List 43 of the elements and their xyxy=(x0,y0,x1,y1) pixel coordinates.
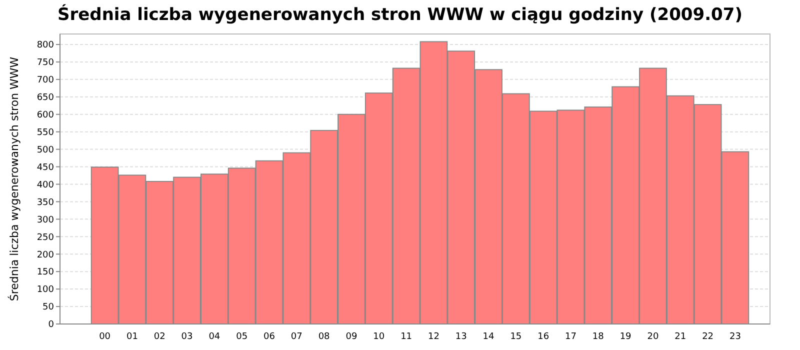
x-tick-label: 04 xyxy=(208,332,220,342)
y-tick-label: 400 xyxy=(36,180,54,190)
y-axis-title: Średnia liczba wygenerowanych stron WWW xyxy=(7,56,21,302)
x-tick-label: 13 xyxy=(455,332,467,342)
y-tick-label: 50 xyxy=(42,302,54,313)
x-tick-label: 09 xyxy=(346,332,358,342)
x-tick-label: 23 xyxy=(729,332,741,342)
x-tick-label: 17 xyxy=(565,332,576,342)
y-tick-label: 650 xyxy=(36,93,54,104)
x-tick-label: 18 xyxy=(592,332,604,342)
y-tick-label: 450 xyxy=(36,162,54,173)
y-tick-label: 300 xyxy=(36,215,54,226)
chart-title: Średnia liczba wygenerowanych stron WWW w ciągu godziny (2009.07) xyxy=(58,4,742,25)
x-tick-label: 10 xyxy=(373,332,385,342)
y-tick-label: 150 xyxy=(36,268,54,278)
x-tick-label: 22 xyxy=(702,332,714,342)
x-tick-label: 01 xyxy=(126,332,138,342)
x-tick-label: 03 xyxy=(181,332,193,342)
x-tick-label: 06 xyxy=(264,332,276,342)
x-tick-label: 14 xyxy=(482,332,495,342)
x-tick-label: 20 xyxy=(647,332,659,342)
y-tick-label: 600 xyxy=(36,110,54,121)
x-tick-label: 19 xyxy=(620,332,632,342)
x-tick-label: 08 xyxy=(318,332,330,342)
y-tick-label: 100 xyxy=(36,285,54,296)
y-tick-label: 750 xyxy=(36,58,54,68)
y-tick-label: 500 xyxy=(36,145,54,156)
y-tick-label: 550 xyxy=(36,128,54,138)
y-tick-label: 350 xyxy=(36,198,54,208)
x-tick-label: 16 xyxy=(538,332,550,342)
x-tick-label: 00 xyxy=(99,332,111,342)
x-tick-label: 05 xyxy=(236,332,248,342)
y-tick-label: 800 xyxy=(36,40,54,51)
x-tick-label: 21 xyxy=(674,332,686,342)
x-tick-label: 02 xyxy=(154,332,166,342)
y-tick-label: 0 xyxy=(48,320,54,330)
x-tick-label: 12 xyxy=(428,332,440,342)
x-tick-label: 15 xyxy=(510,332,522,342)
x-tick-label: 07 xyxy=(290,332,302,342)
y-tick-label: 700 xyxy=(36,76,54,86)
x-tick-label: 11 xyxy=(400,332,412,342)
y-tick-label: 250 xyxy=(36,232,54,243)
y-tick-label: 200 xyxy=(36,250,54,260)
